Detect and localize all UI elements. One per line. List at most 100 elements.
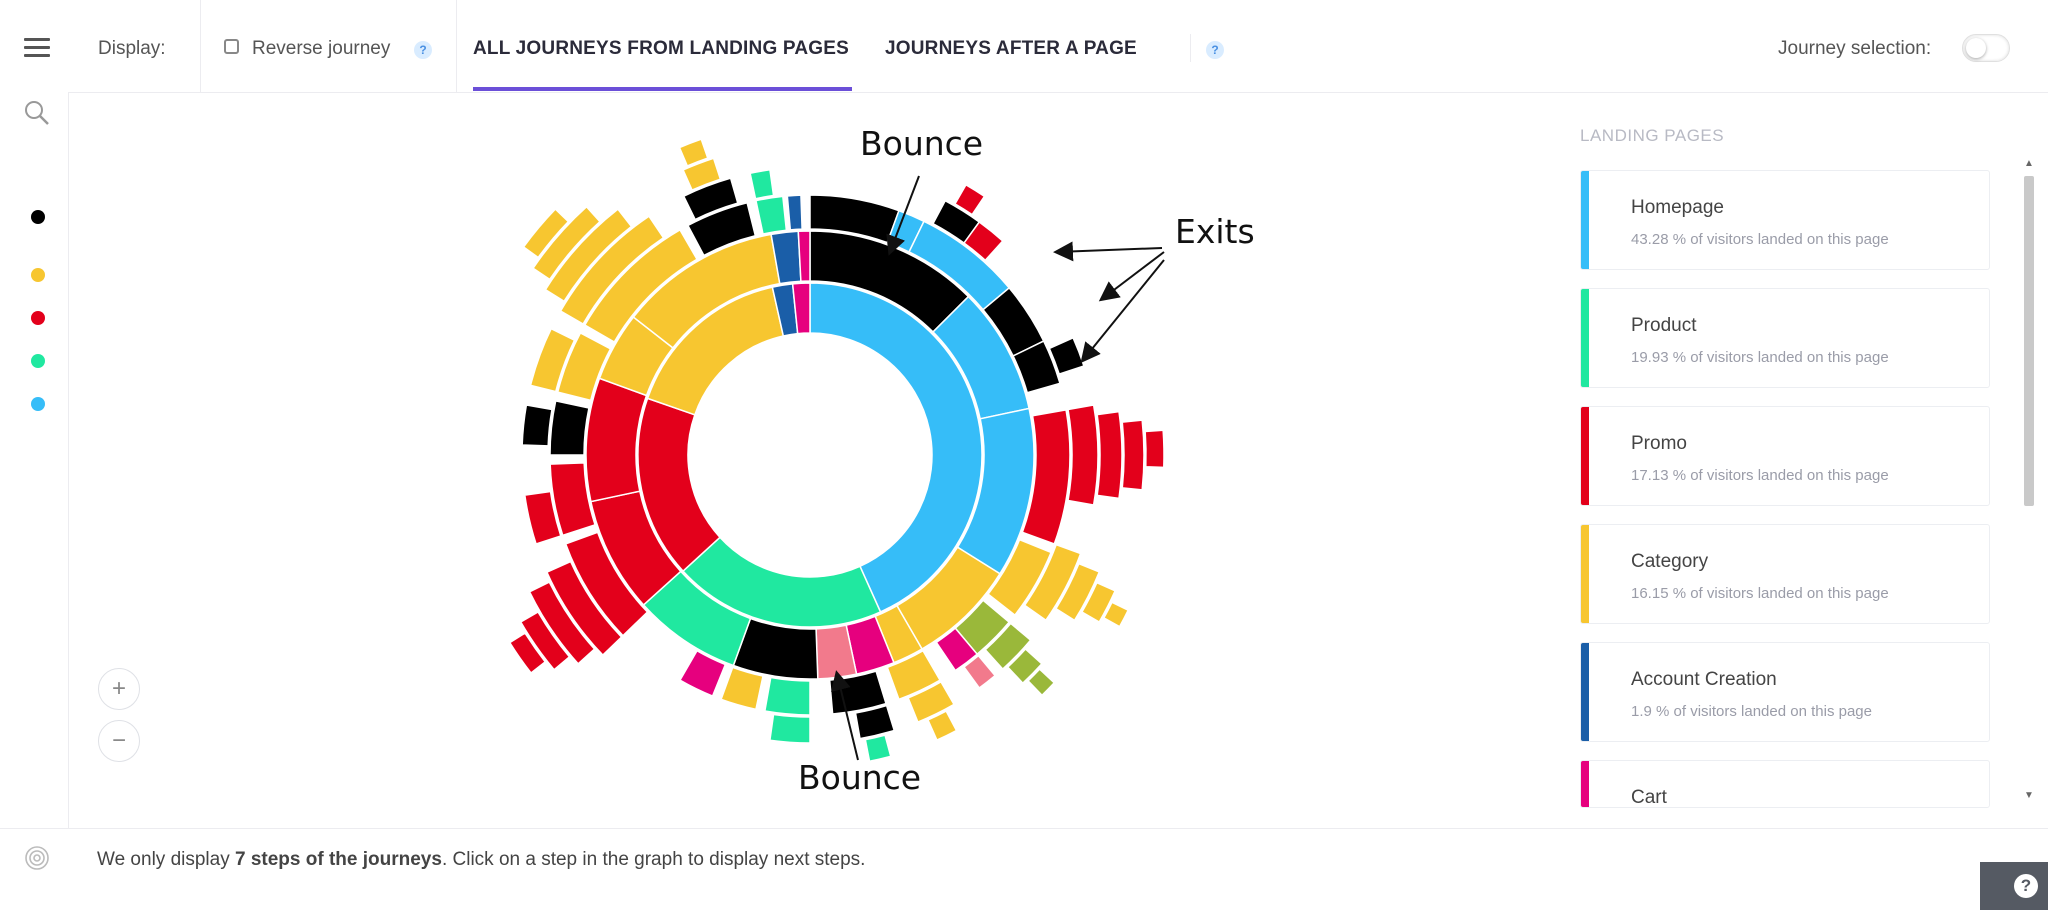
landing-page-name: Product <box>1631 315 1697 336</box>
footer-note-bold: 7 steps of the journeys <box>235 849 442 870</box>
legend-dot-yellow[interactable] <box>31 268 45 282</box>
landing-page-card[interactable]: Cart <box>1580 760 1990 808</box>
zoom-in-button[interactable]: + <box>98 668 140 710</box>
reverse-journey-label[interactable]: Reverse journey <box>252 38 391 59</box>
landing-page-card[interactable]: Product 19.93 % of visitors landed on thi… <box>1580 288 1990 388</box>
landing-page-name: Homepage <box>1631 197 1724 218</box>
sunburst-segment[interactable] <box>682 177 739 221</box>
scroll-up-arrow-icon[interactable]: ▲ <box>2024 158 2034 169</box>
sunburst-segment[interactable] <box>926 710 958 742</box>
sunburst-segment[interactable] <box>1102 601 1130 628</box>
sunburst-root-homepage[interactable] <box>809 282 983 613</box>
exits-arrow-2 <box>1098 251 1165 302</box>
sunburst-segment[interactable] <box>763 676 811 716</box>
sunburst-root-product[interactable] <box>682 536 882 628</box>
sunburst-segment[interactable] <box>529 327 576 393</box>
sunburst-segment[interactable] <box>1012 340 1061 394</box>
sunburst-segment[interactable] <box>678 138 709 167</box>
sunburst-segment[interactable] <box>1048 336 1085 375</box>
sunburst-segment[interactable] <box>1023 543 1082 622</box>
sunburst-segment[interactable] <box>749 168 775 200</box>
legend-dot-blue[interactable] <box>31 397 45 411</box>
sunburst-segment[interactable] <box>1121 419 1145 491</box>
reverse-help-icon[interactable]: ? <box>414 41 432 59</box>
zoom-out-button[interactable]: − <box>98 720 140 762</box>
sunburst-segment[interactable] <box>854 704 896 740</box>
sunburst-segment[interactable] <box>583 228 699 344</box>
journey-selection-toggle[interactable] <box>1962 34 2010 62</box>
sunburst-segment[interactable] <box>549 400 590 456</box>
landing-page-color-bar <box>1581 289 1589 387</box>
sunburst-segment[interactable] <box>984 622 1032 671</box>
landing-page-card[interactable]: Homepage 43.28 % of visitors landed on th… <box>1580 170 1990 270</box>
sunburst-segment[interactable] <box>935 627 979 672</box>
sunburst-segment[interactable] <box>769 713 811 744</box>
sunburst-segment[interactable] <box>523 490 562 545</box>
divider <box>200 0 201 92</box>
sunburst-segment[interactable] <box>544 208 633 303</box>
landing-page-percentage: 17.13 % of visitors landed on this page <box>1631 467 1889 484</box>
sunburst-segment[interactable] <box>522 208 570 259</box>
search-icon[interactable] <box>24 100 50 126</box>
sunburst-segment[interactable] <box>532 205 601 281</box>
footer: We only display 7 steps of the journeys.… <box>0 828 2048 891</box>
sunburst-segment[interactable] <box>585 377 648 503</box>
scroll-down-arrow-icon[interactable]: ▼ <box>2024 790 2034 801</box>
sunburst-segment[interactable] <box>678 649 727 698</box>
sunburst-segment[interactable] <box>962 220 1004 262</box>
tabs-help-icon[interactable]: ? <box>1206 41 1224 59</box>
sunburst-segment[interactable] <box>682 157 722 192</box>
sunburst-segment[interactable] <box>953 183 986 216</box>
help-button[interactable]: ? <box>1980 862 2048 910</box>
scrollbar-thumb[interactable] <box>2024 176 2034 506</box>
sunburst-segment[interactable] <box>1006 647 1043 685</box>
sunburst-segment[interactable] <box>987 538 1053 617</box>
landing-page-percentage: 16.15 % of visitors landed on this page <box>1631 585 1889 602</box>
sunburst-chart[interactable] <box>68 92 1548 828</box>
sunburst-segment[interactable] <box>545 560 623 657</box>
legend-dot-red[interactable] <box>31 311 45 325</box>
sunburst-segment[interactable] <box>1144 429 1165 469</box>
sunburst-segment[interactable] <box>564 531 649 637</box>
menu-icon[interactable] <box>24 38 50 58</box>
landing-page-card[interactable]: Account Creation 1.9 % of visitors landed… <box>1580 642 1990 742</box>
sunburst-segment[interactable] <box>755 195 788 235</box>
sunburst-segment[interactable] <box>1080 581 1117 624</box>
sunburst-segment[interactable] <box>508 632 547 674</box>
sunburst-segment[interactable] <box>519 610 571 671</box>
sunburst-segment[interactable] <box>521 404 553 447</box>
panel-scrollbar[interactable]: ▲ ▼ <box>2020 158 2038 806</box>
tab-all-journeys[interactable]: ALL JOURNEYS FROM LANDING PAGES <box>473 38 850 59</box>
sunburst-segment[interactable] <box>1021 408 1071 545</box>
sunburst-segment[interactable] <box>556 331 612 402</box>
divider <box>456 0 457 92</box>
sunburst-root-cart[interactable] <box>791 282 811 335</box>
sunburst-segment[interactable] <box>962 654 997 690</box>
sunburst-segment[interactable] <box>1096 410 1123 500</box>
sunburst-segment[interactable] <box>549 462 597 537</box>
sunburst-segment[interactable] <box>1054 562 1101 622</box>
landing-page-percentage: 1.9 % of visitors landed on this page <box>1631 703 1872 720</box>
sunburst-segment[interactable] <box>1067 404 1099 506</box>
sunburst-segment[interactable] <box>720 666 764 711</box>
sunburst-segment[interactable] <box>686 201 757 257</box>
legend-dot-green[interactable] <box>31 354 45 368</box>
exits-arrow-1 <box>1053 241 1163 262</box>
reverse-journey-checkbox[interactable] <box>224 39 239 54</box>
journey-selection-label: Journey selection: <box>1778 38 1932 59</box>
sunburst-segment[interactable] <box>559 215 665 326</box>
landing-page-card[interactable]: Promo 17.13 % of visitors landed on this … <box>1580 406 1990 506</box>
divider <box>1190 34 1191 62</box>
tab-journeys-after-page[interactable]: JOURNEYS AFTER A PAGE <box>885 38 1137 59</box>
sunburst-segment[interactable] <box>886 649 942 701</box>
landing-page-card[interactable]: Category 16.15 % of visitors landed on th… <box>1580 524 1990 624</box>
annotation-bounce-top: Bounce <box>860 124 984 163</box>
sunburst-segment[interactable] <box>797 230 811 283</box>
sunburst-segment[interactable] <box>786 194 803 231</box>
landing-page-color-bar <box>1581 171 1589 269</box>
sunburst-segment[interactable] <box>528 581 596 665</box>
sunburst-segment[interactable] <box>907 680 956 724</box>
sunburst-segment[interactable] <box>1027 668 1056 697</box>
legend-dot-black[interactable] <box>31 210 45 224</box>
sunburst-segment[interactable] <box>864 734 892 763</box>
